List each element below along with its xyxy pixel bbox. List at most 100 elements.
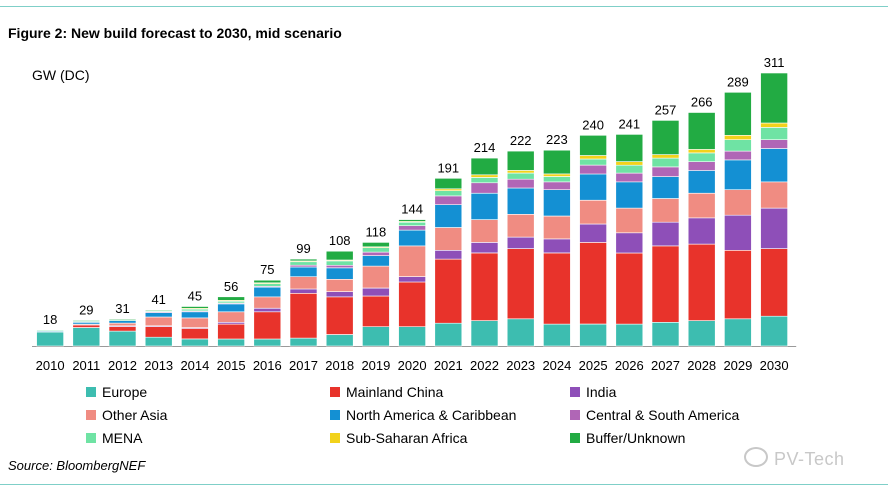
bar-segment	[506, 187, 535, 215]
legend-label: India	[586, 384, 617, 400]
x-tick-label: 2023	[506, 358, 535, 373]
data-label-total: 99	[296, 241, 310, 256]
x-tick-label: 2028	[687, 358, 716, 373]
bar-segment	[543, 173, 571, 177]
bar-segment	[362, 295, 390, 328]
bar-segment	[579, 200, 607, 225]
bar-segment	[543, 323, 571, 347]
bar-segment	[579, 223, 607, 243]
bar-segment	[506, 248, 535, 320]
legend-swatch	[86, 433, 96, 443]
bar-segment	[543, 181, 571, 191]
bar-segment	[217, 338, 245, 347]
bar-segment	[543, 215, 571, 240]
bar-segment	[506, 318, 535, 347]
bar-segment	[543, 238, 571, 254]
bar-segment	[181, 317, 209, 328]
bar-segment	[398, 326, 426, 347]
bar-segment	[579, 158, 607, 166]
bar-segment	[760, 122, 788, 128]
legend-label: Other Asia	[102, 407, 168, 423]
bar-segment	[217, 303, 245, 313]
bar-segment	[724, 159, 752, 190]
data-label-total: 214	[474, 140, 496, 155]
bar-segment	[144, 312, 173, 318]
x-tick-label: 2024	[542, 358, 571, 373]
data-label-total: 191	[437, 160, 459, 175]
bar-segment	[724, 150, 752, 161]
bar-segment	[687, 217, 716, 245]
bar-segment	[724, 189, 752, 216]
bar-segment	[615, 181, 644, 209]
bar-segment	[651, 245, 680, 323]
bar-segment	[434, 258, 463, 324]
data-label-total: 45	[188, 289, 202, 304]
legend-swatch	[86, 410, 96, 420]
bar-segment	[108, 318, 137, 320]
legend-label: MENA	[102, 430, 143, 446]
bar-segment	[470, 242, 499, 254]
legend-label: Central & South America	[586, 407, 740, 423]
bar-segment	[36, 329, 64, 332]
x-tick-label: 2020	[398, 358, 427, 373]
legend-swatch	[570, 433, 580, 443]
bar-segment	[217, 296, 245, 301]
legend-item: Other Asia	[86, 407, 167, 423]
bar-segment	[434, 195, 463, 205]
bar-segment	[434, 190, 463, 197]
bar-segment	[289, 337, 318, 347]
bar-segment	[398, 225, 426, 231]
bar-segment	[470, 219, 499, 243]
x-tick-label: 2027	[651, 358, 680, 373]
x-tick-label: 2014	[180, 358, 209, 373]
legend-label: Sub-Saharan Africa	[346, 430, 468, 446]
bar-segment	[506, 150, 535, 171]
bar-segment	[181, 311, 209, 319]
watermark-text: PV-Tech	[774, 449, 845, 469]
bar-segment	[579, 164, 607, 175]
bar-segment	[760, 207, 788, 249]
bar-segment	[253, 307, 282, 313]
legend-swatch	[330, 410, 340, 420]
bar-segment	[543, 252, 571, 325]
bar-segment	[36, 331, 64, 347]
bar-segment	[724, 92, 752, 136]
data-label-total: 31	[115, 301, 129, 316]
bar-segment	[543, 189, 571, 217]
bar-segment	[398, 276, 426, 283]
chart-legend: Europe Mainland China India Other Asia North…	[86, 384, 806, 450]
bar-segment	[724, 135, 752, 141]
bar-segment	[543, 149, 571, 175]
bar-segment	[506, 178, 535, 189]
watermark: PV-Tech	[744, 447, 845, 470]
bar-segment	[289, 266, 318, 277]
bar-segment	[760, 148, 788, 183]
x-tick-label: 2019	[361, 358, 390, 373]
x-tick-label: 2018	[325, 358, 354, 373]
source-note: Source: BloombergNEF	[8, 458, 146, 473]
legend-item: Sub-Saharan Africa	[330, 430, 467, 446]
data-label-total: 311	[764, 55, 785, 70]
bar-segment	[289, 258, 318, 262]
bar-segment	[506, 236, 535, 249]
bar-segment	[724, 139, 752, 152]
data-label-total: 222	[510, 133, 532, 148]
bar-segment	[615, 207, 644, 234]
legend-swatch	[330, 387, 340, 397]
legend-item: India	[570, 384, 616, 400]
bar-segment	[760, 181, 788, 209]
bar-segment	[760, 139, 788, 149]
bar-segment	[651, 176, 680, 199]
wechat-icon	[744, 447, 768, 467]
data-label-total: 108	[329, 233, 351, 248]
data-label-total: 75	[260, 262, 274, 277]
data-label-total: 144	[401, 202, 423, 217]
x-tick-label: 2011	[72, 358, 100, 373]
bar-segment	[687, 170, 716, 194]
bar-segment	[651, 321, 680, 347]
bar-segment	[470, 182, 499, 194]
x-tick-label: 2026	[615, 358, 644, 373]
bar-segment	[253, 338, 282, 347]
bar-segment	[470, 177, 499, 184]
bar-segment	[470, 174, 499, 178]
